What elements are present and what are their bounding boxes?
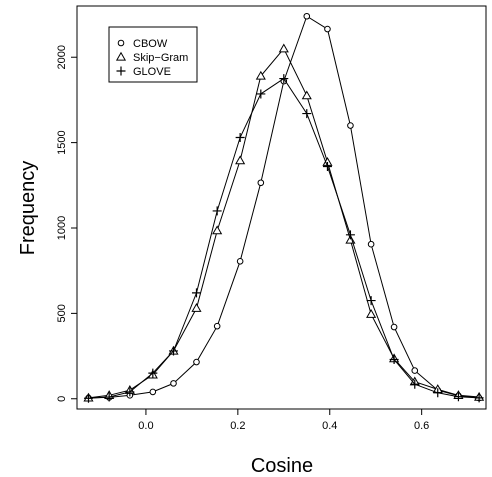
data-point-glove [474, 393, 484, 403]
data-point-cbow [390, 323, 398, 331]
data-point-glove [212, 206, 222, 216]
data-point-skip-gram [191, 303, 202, 312]
data-point-skip-gram [278, 43, 289, 53]
data-point-glove [104, 392, 114, 402]
data-point-glove [191, 288, 201, 298]
y-tick-label: 500 [56, 304, 68, 322]
x-tick-label: 0.2 [230, 420, 245, 432]
legend-marker-glove [116, 66, 126, 76]
data-point-cbow [257, 179, 265, 187]
y-axis-title: Frequency [17, 161, 39, 256]
y-axis: 0 500 1000 1500 2000 [56, 45, 78, 402]
legend: CBOW Skip−Gram GLOVE [108, 26, 198, 83]
data-point-glove [235, 132, 245, 142]
data-point-glove [169, 346, 179, 356]
data-point-glove [256, 89, 266, 99]
data-point-skip-gram [212, 225, 223, 235]
data-point-cbow [324, 25, 331, 33]
legend-label-skip-gram: Skip−Gram [133, 52, 188, 64]
x-tick-label: 0.6 [414, 420, 429, 432]
data-point-skip-gram [255, 70, 266, 80]
data-point-cbow [213, 322, 221, 330]
data-point-cbow [149, 388, 157, 396]
data-point-glove [366, 296, 376, 306]
y-tick-label: 1500 [56, 130, 68, 154]
x-axis: 0.0 0.2 0.4 0.6 [138, 408, 429, 432]
y-tick-label: 2000 [56, 45, 68, 69]
data-point-skip-gram [301, 90, 312, 100]
x-axis-title: Cosine [251, 455, 313, 477]
data-point-cbow [411, 367, 419, 374]
x-tick-label: 0.0 [138, 420, 153, 432]
legend-item-skip-gram: Skip−Gram [115, 51, 188, 64]
data-point-cbow [303, 12, 311, 20]
data-point-glove [410, 379, 420, 389]
data-point-glove [322, 162, 332, 172]
legend-item-glove: GLOVE [116, 66, 171, 78]
x-tick-label: 0.4 [322, 420, 337, 432]
legend-label-glove: GLOVE [133, 66, 171, 78]
data-point-cbow [170, 380, 177, 387]
data-point-glove [148, 368, 158, 378]
legend-item-cbow: CBOW [117, 38, 168, 50]
y-tick-label: 0 [56, 396, 68, 402]
series-layer [83, 12, 485, 403]
data-point-cbow [367, 240, 375, 248]
data-point-glove [433, 388, 443, 398]
data-point-skip-gram [235, 155, 246, 165]
data-point-glove [345, 230, 355, 240]
series-glove [83, 74, 484, 403]
data-point-glove [279, 74, 289, 84]
data-point-cbow [236, 257, 244, 265]
legend-marker-skip-gram [115, 51, 127, 61]
data-point-cbow [347, 122, 354, 129]
data-point-glove [83, 393, 93, 403]
data-point-glove [302, 109, 312, 119]
legend-marker-cbow [117, 39, 125, 47]
data-point-glove [453, 392, 463, 402]
data-point-glove [389, 354, 399, 364]
data-point-skip-gram [366, 309, 377, 318]
y-tick-label: 1000 [56, 216, 68, 240]
data-point-glove [125, 387, 135, 397]
data-point-cbow [193, 358, 200, 366]
legend-box [108, 26, 198, 83]
legend-label-cbow: CBOW [133, 38, 168, 50]
